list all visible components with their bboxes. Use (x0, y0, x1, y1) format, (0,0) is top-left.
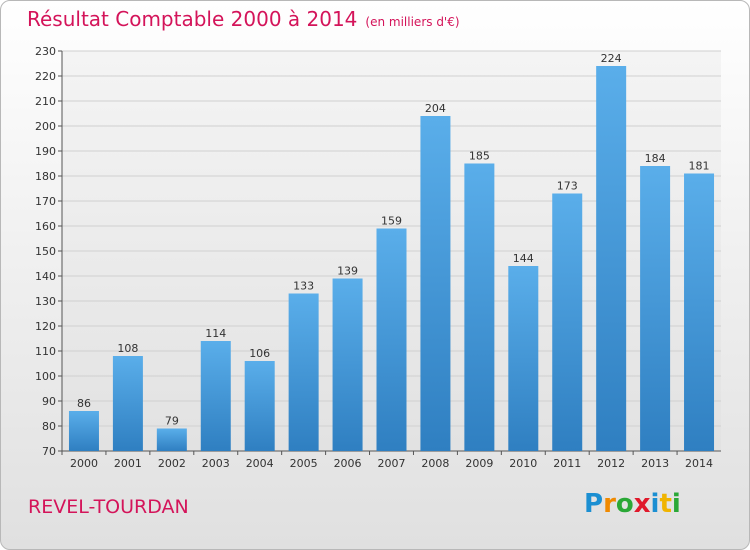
data-label-2000: 86 (77, 397, 91, 410)
bar-2011 (552, 193, 583, 451)
data-label-2004: 106 (249, 347, 270, 360)
logo-letter: i (650, 489, 660, 519)
data-label-2011: 173 (557, 180, 578, 193)
y-tick-label: 180 (35, 170, 56, 183)
x-tick-label: 2012 (597, 457, 625, 470)
y-tick-label: 190 (35, 145, 56, 158)
logo-letter: i (671, 489, 681, 519)
x-tick-label: 2002 (158, 457, 186, 470)
x-tick-label: 2004 (246, 457, 274, 470)
y-tick-label: 210 (35, 95, 56, 108)
x-tick-label: 2000 (70, 457, 98, 470)
x-tick-label: 2011 (553, 457, 581, 470)
logo-letter: r (603, 489, 616, 519)
y-tick-label: 130 (35, 295, 56, 308)
bar-2010 (508, 266, 539, 451)
bar-2009 (464, 163, 495, 451)
x-tick-label: 2010 (509, 457, 537, 470)
data-label-2008: 204 (425, 102, 446, 115)
logo-letter: P (584, 489, 604, 519)
y-tick-label: 70 (42, 445, 56, 458)
chart-subtitle: (en milliers d'€) (365, 15, 460, 29)
data-label-2009: 185 (469, 150, 490, 163)
bar-2012 (596, 66, 627, 451)
y-tick-label: 80 (42, 420, 56, 433)
bar-2005 (288, 293, 319, 451)
proxiti-logo[interactable]: Proxiti (584, 489, 681, 519)
x-tick-label: 2013 (641, 457, 669, 470)
y-tick-label: 140 (35, 270, 56, 283)
bar-2007 (376, 228, 407, 451)
bar-2000 (68, 411, 99, 451)
data-label-2003: 114 (205, 327, 226, 340)
logo-letter: x (633, 489, 651, 519)
x-tick-label: 2006 (334, 457, 362, 470)
x-tick-label: 2014 (685, 457, 713, 470)
data-label-2005: 133 (293, 280, 314, 293)
bar-2008 (420, 116, 451, 451)
bar-2003 (200, 341, 231, 451)
y-tick-label: 90 (42, 395, 56, 408)
y-tick-label: 170 (35, 195, 56, 208)
y-tick-label: 220 (35, 70, 56, 83)
logo-letter: o (615, 489, 634, 519)
data-label-2010: 144 (513, 252, 534, 265)
bar-2014 (684, 173, 715, 451)
data-label-2013: 184 (645, 152, 666, 165)
y-tick-label: 120 (35, 320, 56, 333)
bar-2013 (640, 166, 671, 451)
data-label-2012: 224 (601, 52, 622, 65)
chart-title-text: Résultat Comptable 2000 à 2014 (27, 7, 358, 31)
x-tick-label: 2007 (378, 457, 406, 470)
y-tick-label: 160 (35, 220, 56, 233)
y-tick-label: 100 (35, 370, 56, 383)
x-tick-label: 2009 (465, 457, 493, 470)
bar-2004 (244, 361, 275, 451)
x-tick-label: 2005 (290, 457, 318, 470)
data-label-2007: 159 (381, 215, 402, 228)
data-label-2002: 79 (165, 415, 179, 428)
bar-2001 (112, 356, 143, 451)
x-tick-label: 2001 (114, 457, 142, 470)
data-label-2014: 181 (689, 160, 710, 173)
x-tick-label: 2003 (202, 457, 230, 470)
bar-2006 (332, 278, 363, 451)
y-tick-label: 200 (35, 120, 56, 133)
data-label-2001: 108 (117, 342, 138, 355)
x-tick-label: 2008 (421, 457, 449, 470)
y-tick-label: 230 (35, 45, 56, 58)
logo-letter: t (659, 489, 672, 519)
y-tick-label: 110 (35, 345, 56, 358)
bar-2002 (156, 428, 187, 451)
chart-title: Résultat Comptable 2000 à 2014 (en millie… (27, 7, 460, 31)
data-label-2006: 139 (337, 265, 358, 278)
city-name: REVEL-TOURDAN (28, 496, 189, 518)
y-tick-label: 150 (35, 245, 56, 258)
